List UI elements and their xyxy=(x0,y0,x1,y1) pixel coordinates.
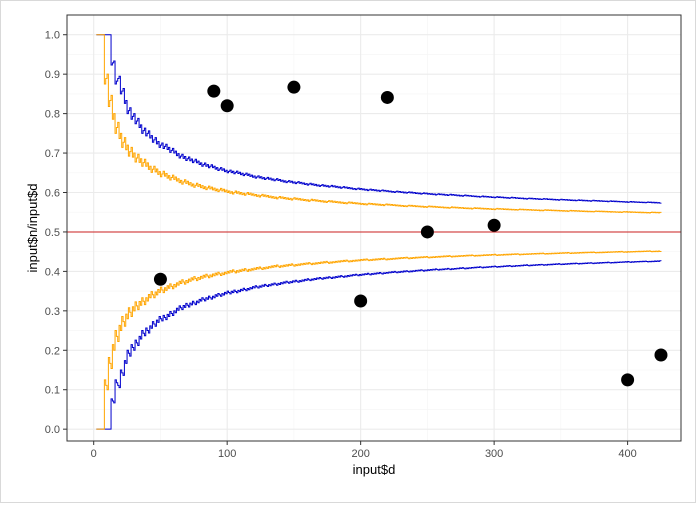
data-point xyxy=(420,225,434,239)
data-point xyxy=(287,80,301,94)
y-tick-label: 0.3 xyxy=(45,306,60,318)
x-axis-title: input$d xyxy=(353,462,396,477)
data-point xyxy=(220,99,234,113)
x-tick-label: 100 xyxy=(218,448,236,460)
y-tick-label: 0.7 xyxy=(45,148,60,160)
data-point xyxy=(153,272,167,286)
grid-minor xyxy=(67,15,681,441)
y-tick-label: 0.4 xyxy=(45,266,60,278)
funnel-upper-limit-line xyxy=(96,34,662,204)
y-tick-label: 0.2 xyxy=(45,345,60,357)
x-tick-label: 200 xyxy=(351,448,369,460)
data-point xyxy=(654,348,668,362)
funnel-lower-limit-line xyxy=(96,250,662,430)
funnel-lower-limit-line xyxy=(96,260,662,430)
y-tick-label: 0.1 xyxy=(45,385,60,397)
y-tick-label: 0.0 xyxy=(45,424,60,436)
funnel-upper-limit-line xyxy=(96,34,662,214)
data-point xyxy=(487,218,501,232)
x-axis: 0 100 200 300 400 xyxy=(91,441,637,460)
y-axis-title: input$n/input$d xyxy=(25,184,40,273)
data-points xyxy=(153,80,668,387)
data-point xyxy=(207,84,221,98)
funnel-lines xyxy=(96,34,662,430)
data-point xyxy=(354,294,368,308)
y-tick-label: 0.8 xyxy=(45,109,60,121)
x-tick-label: 300 xyxy=(485,448,503,460)
panel-border xyxy=(66,14,682,442)
data-point xyxy=(380,90,394,104)
y-axis: 0.0 0.1 0.2 0.3 0.4 0.5 0.6 0.7 0.8 0.9 1.0 xyxy=(45,30,67,436)
x-tick-label: 0 xyxy=(91,448,97,460)
x-tick-label: 400 xyxy=(618,448,636,460)
y-tick-label: 1.0 xyxy=(45,30,60,42)
y-tick-label: 0.5 xyxy=(45,227,60,239)
y-tick-label: 0.9 xyxy=(45,69,60,81)
data-point xyxy=(621,373,635,387)
y-tick-label: 0.6 xyxy=(45,188,60,200)
